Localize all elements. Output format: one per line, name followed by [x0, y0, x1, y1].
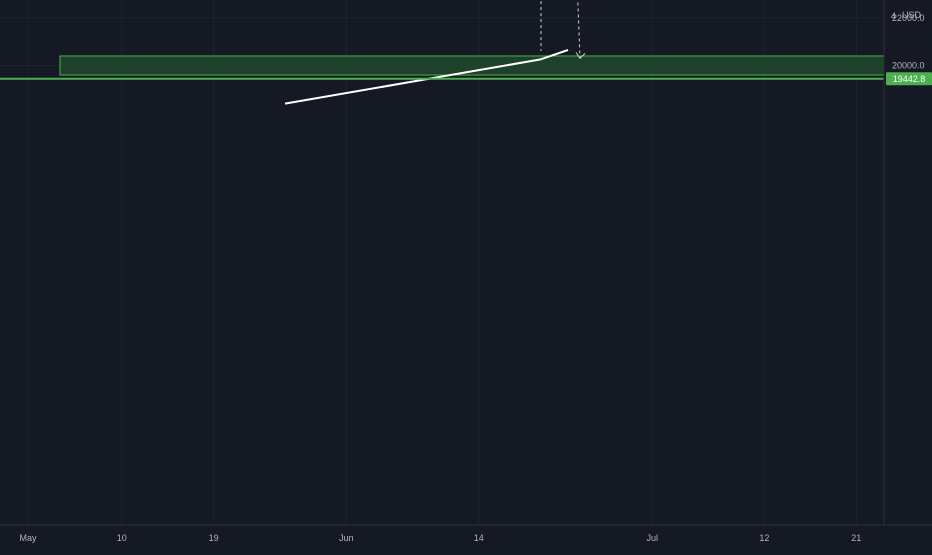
target-2-price-tag: 19442.8 — [893, 74, 926, 84]
target-2-price-tag-bg — [886, 72, 932, 86]
currency-label[interactable]: USD — [902, 10, 922, 20]
corner-mark: 4 — [891, 11, 896, 21]
x-tick-label: 21 — [851, 533, 861, 543]
x-axis-ticks: May1019Jun14Jul1221Aug16Sep — [19, 533, 861, 543]
white-trendline[interactable] — [284, 58, 541, 105]
x-tick-label: 19 — [209, 533, 219, 543]
x-tick-label: 14 — [474, 533, 484, 543]
y-tick-label: 20000.0 — [892, 61, 925, 71]
y-axis-ticks: 20000.022000.024000.026000.028000.030000… — [892, 13, 925, 71]
x-tick-label: Jul — [646, 533, 658, 543]
x-tick-label: Jun — [339, 533, 354, 543]
time-axis[interactable] — [0, 525, 932, 550]
drawings — [284, 0, 586, 105]
price-axis[interactable] — [884, 0, 932, 525]
white-trendline-segment[interactable] — [539, 49, 569, 61]
price-levels — [0, 77, 884, 80]
y-tick-label: 22000.0 — [892, 13, 925, 23]
projection-arrowhead — [575, 52, 586, 60]
price-tags: 31296.030766.006:33:4923297.619442.8 — [886, 72, 932, 86]
x-tick-label: 10 — [117, 533, 127, 543]
x-tick-label: 12 — [759, 533, 769, 543]
x-tick-label: May — [19, 533, 37, 543]
